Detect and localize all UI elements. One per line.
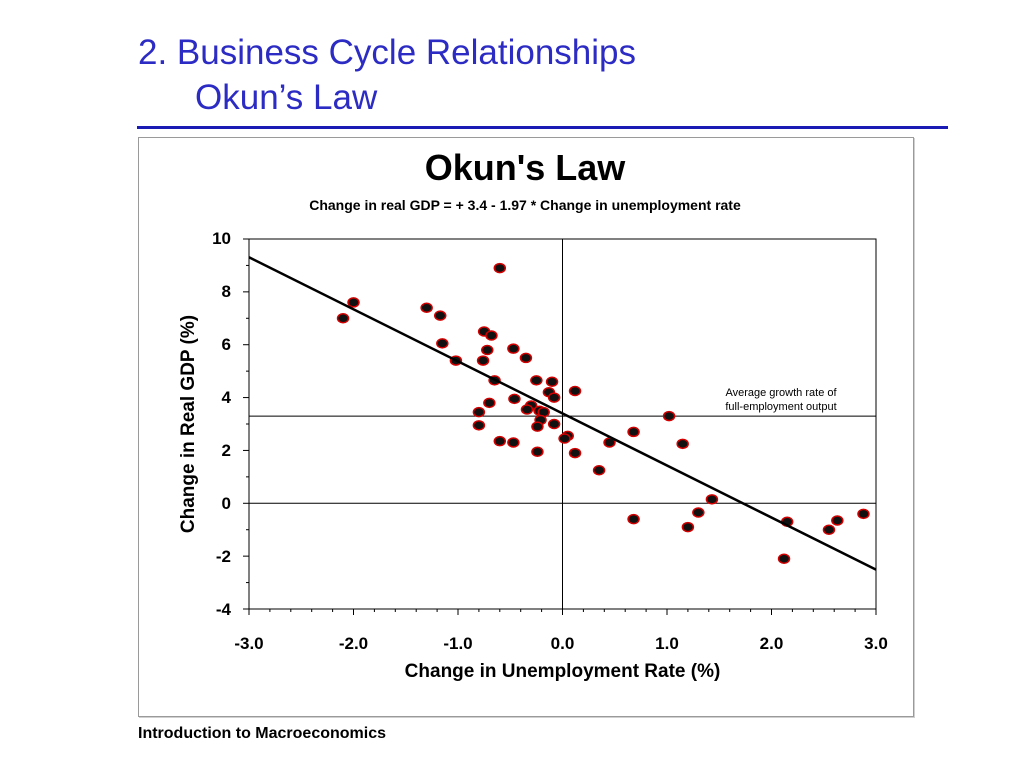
data-point — [676, 438, 689, 450]
y-tick-label: 10 — [212, 229, 231, 248]
x-tick-label: -1.0 — [443, 634, 472, 653]
slide-title: 2. Business Cycle Relationships Okun’s L… — [138, 30, 636, 120]
chart-subtitle: Change in real GDP = + 3.4 - 1.97 * Chan… — [309, 197, 741, 213]
data-point — [530, 375, 543, 386]
x-tick-label: 0.0 — [551, 634, 575, 653]
data-point — [545, 376, 559, 387]
data-point — [692, 507, 705, 518]
data-point — [627, 426, 640, 438]
data-point — [472, 406, 486, 418]
slide-title-line2: Okun’s Law — [195, 78, 378, 117]
y-tick-label: -2 — [216, 547, 231, 566]
x-axis-label: Change in Unemployment Rate (%) — [405, 661, 721, 682]
y-tick-label: -4 — [216, 600, 232, 619]
data-point — [547, 418, 561, 430]
data-point — [519, 352, 533, 364]
y-tick-label: 8 — [222, 282, 231, 301]
x-tick-label: 3.0 — [864, 634, 888, 653]
data-point — [507, 343, 520, 354]
data-point — [531, 446, 544, 457]
x-tick-label: 2.0 — [760, 634, 784, 653]
data-point — [476, 355, 490, 366]
data-point — [662, 410, 676, 422]
data-point — [822, 524, 836, 535]
data-point — [481, 344, 494, 356]
y-axis-label: Change in Real GDP (%) — [178, 315, 199, 533]
data-point — [531, 421, 544, 432]
regression-line — [248, 256, 877, 571]
title-divider — [137, 126, 948, 129]
data-point — [705, 494, 719, 505]
data-point — [547, 392, 561, 403]
data-point — [483, 397, 496, 409]
chart-frame: Okun's Law Change in real GDP = + 3.4 - … — [138, 137, 914, 717]
data-point — [420, 302, 433, 313]
x-tick-label: -2.0 — [339, 634, 368, 653]
x-tick-label: -3.0 — [234, 634, 263, 653]
x-tick-label: 1.0 — [655, 634, 679, 653]
data-point — [493, 435, 507, 447]
okun-chart: Okun's Law Change in real GDP = + 3.4 - … — [178, 147, 888, 682]
reference-line-label: full-employment output — [725, 401, 836, 413]
chart-title: Okun's Law — [425, 147, 627, 188]
y-tick-label: 6 — [222, 335, 231, 354]
slide-title-line1: 2. Business Cycle Relationships — [138, 33, 637, 72]
y-tick-label: 2 — [222, 441, 231, 460]
data-point — [436, 338, 449, 349]
data-point — [493, 262, 507, 274]
data-point — [347, 297, 360, 308]
data-point — [831, 515, 844, 526]
data-point — [472, 420, 486, 431]
data-point — [508, 393, 521, 405]
scatter-points — [336, 262, 870, 565]
x-tick-marks — [248, 609, 877, 615]
data-point — [520, 404, 534, 415]
y-tick-label: 0 — [222, 494, 231, 513]
data-point — [558, 433, 571, 444]
slide-footer: Introduction to Macroeconomics — [138, 725, 387, 742]
data-point — [681, 521, 695, 533]
data-point — [592, 465, 606, 476]
y-tick-label: 4 — [222, 388, 232, 407]
y-tick-marks — [243, 238, 249, 610]
data-point — [336, 313, 350, 324]
reference-line-label: Average growth rate of — [725, 387, 837, 399]
data-point — [485, 330, 498, 341]
data-point — [507, 437, 520, 448]
data-point — [777, 553, 791, 565]
data-point — [568, 385, 582, 397]
data-point — [433, 310, 447, 321]
data-point — [627, 513, 640, 525]
data-point — [568, 447, 582, 459]
data-point — [857, 508, 870, 520]
